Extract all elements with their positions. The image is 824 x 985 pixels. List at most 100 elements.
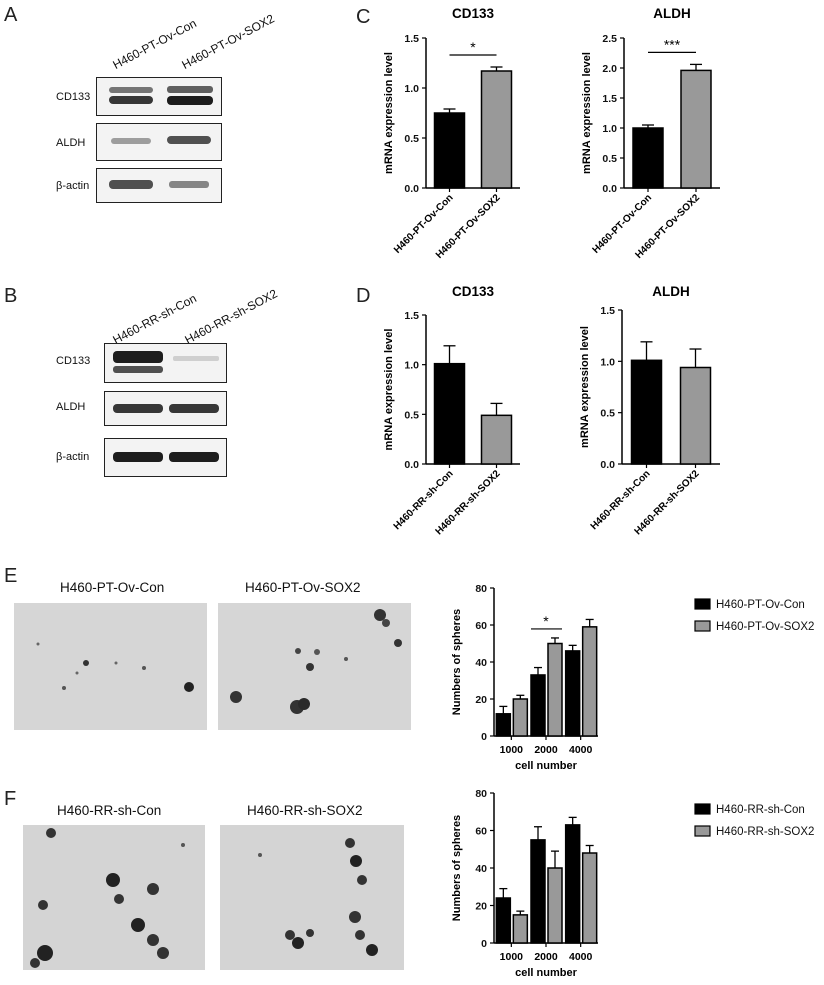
micro-f-right-image (220, 825, 404, 970)
bar (495, 897, 512, 944)
x-axis-title: cell number (515, 967, 577, 979)
bar (530, 839, 546, 944)
micro-e-right-title: H460-PT-Ov-SOX2 (245, 580, 361, 595)
y-tick-label: 20 (475, 694, 487, 706)
blot-b-actin-bands (113, 452, 219, 462)
bar (632, 127, 664, 189)
panel-letter-f: F (4, 788, 17, 810)
bar (433, 362, 466, 465)
bar (495, 713, 512, 737)
panel-letter-b: B (4, 285, 18, 307)
y-tick-label: 1.0 (404, 360, 419, 372)
y-axis-title: mRNA expression level (383, 52, 395, 174)
y-tick-label: 60 (475, 826, 487, 838)
y-tick-label: 40 (475, 863, 487, 875)
y-tick-label: 80 (475, 583, 487, 595)
legend-swatch (694, 620, 711, 632)
bar (480, 70, 513, 189)
x-tick-label: 2000 (534, 744, 558, 756)
legend-label: H460-PT-Ov-Con (716, 599, 805, 611)
bar (564, 824, 581, 944)
micro-f-left-spheres (23, 825, 205, 970)
legend-label: H460-RR-sh-SOX2 (716, 826, 814, 838)
bar (581, 852, 598, 944)
y-axis-title: mRNA expression level (579, 326, 591, 448)
x-axis-title: cell number (515, 760, 577, 772)
panel-letter-e: E (4, 565, 18, 587)
y-tick-label: 0.5 (404, 409, 419, 421)
micro-f-left-image (23, 825, 205, 970)
legend-label: H460-RR-sh-Con (716, 804, 805, 816)
bar (530, 674, 546, 737)
significance-label: *** (664, 36, 681, 52)
bar (679, 366, 712, 465)
y-tick-label: 1.5 (404, 33, 419, 45)
micro-f-left-title: H460-RR-sh-Con (57, 803, 162, 818)
blot-b-row-actin-label: β-actin (56, 451, 90, 463)
legend-swatch (694, 598, 711, 610)
y-tick-label: 0.0 (600, 459, 615, 471)
chart-title: CD133 (452, 6, 495, 21)
blot-b-aldh-band (104, 391, 227, 426)
x-tick-label: 4000 (569, 744, 593, 756)
y-tick-label: 1.0 (602, 123, 617, 135)
blot-a-actin-bands (109, 180, 209, 189)
micro-e-left-image (14, 603, 207, 730)
micro-f-right-title: H460-RR-sh-SOX2 (247, 803, 363, 818)
bar (512, 698, 529, 737)
x-tick-label: 1000 (500, 744, 524, 756)
y-axis-title: mRNA expression level (581, 52, 593, 174)
y-tick-label: 2.5 (602, 33, 617, 45)
micro-e-right-spheres (218, 603, 411, 730)
y-tick-label: 40 (475, 657, 487, 669)
panel-letter-c: C (356, 6, 371, 28)
y-tick-label: 1.5 (600, 305, 615, 317)
y-tick-label: 60 (475, 620, 487, 632)
micro-f-right-spheres (220, 825, 404, 970)
y-tick-label: 0.5 (404, 133, 419, 145)
chart-title: ALDH (653, 6, 691, 21)
y-tick-label: 2.0 (602, 63, 617, 75)
blot-b-row-aldh-label: ALDH (56, 401, 86, 413)
y-tick-label: 0.0 (602, 183, 617, 195)
bar (480, 414, 513, 465)
y-axis-title: Numbers of spheres (451, 609, 463, 715)
y-tick-label: 0.5 (602, 153, 617, 165)
micro-e-right-image (218, 603, 411, 730)
chart-title: ALDH (652, 284, 690, 299)
bar (564, 650, 581, 737)
bar (680, 69, 712, 189)
y-tick-label: 0 (481, 938, 487, 950)
chart-e-spheres: 0 20 40 60 80 Numbers of spheres 1000 2000 4000 c… (451, 583, 814, 772)
bar (630, 359, 663, 465)
y-tick-label: 0 (481, 731, 487, 743)
bar (581, 626, 598, 737)
bar (547, 867, 563, 944)
y-tick-label: 0.0 (404, 459, 419, 471)
y-tick-label: 1.5 (602, 93, 617, 105)
y-tick-label: 1.5 (404, 310, 419, 322)
chart-c-aldh: 0.0 0.5 1.0 1.5 2.0 2.5 mRNA expression level A… (581, 6, 720, 261)
y-tick-label: 1.0 (600, 356, 615, 368)
blot-b-cd133-band (104, 343, 227, 383)
y-tick-label: 0.5 (600, 408, 615, 420)
bar (512, 914, 529, 944)
legend-swatch (694, 803, 711, 815)
y-tick-label: 1.0 (404, 83, 419, 95)
panel-letter-d: D (356, 285, 371, 307)
blot-a-aldh-bands (111, 136, 211, 144)
blot-a-row-aldh-label: ALDH (56, 137, 86, 149)
chart-title: CD133 (452, 284, 495, 299)
y-tick-label: 0.0 (404, 183, 419, 195)
micro-e-left-spheres (14, 603, 207, 730)
blot-b-lane-2-label: H460-RR-sh-SOX2 (182, 286, 280, 347)
legend-swatch (694, 825, 711, 837)
chart-f-spheres: 0 20 40 60 80 Numbers of spheres 1000 2000 4000 c… (451, 788, 814, 979)
blot-a-row-actin-label: β-actin (56, 180, 90, 192)
blot-a-cd133-bands (109, 86, 213, 105)
significance-label: * (543, 613, 549, 629)
bar (433, 112, 466, 189)
